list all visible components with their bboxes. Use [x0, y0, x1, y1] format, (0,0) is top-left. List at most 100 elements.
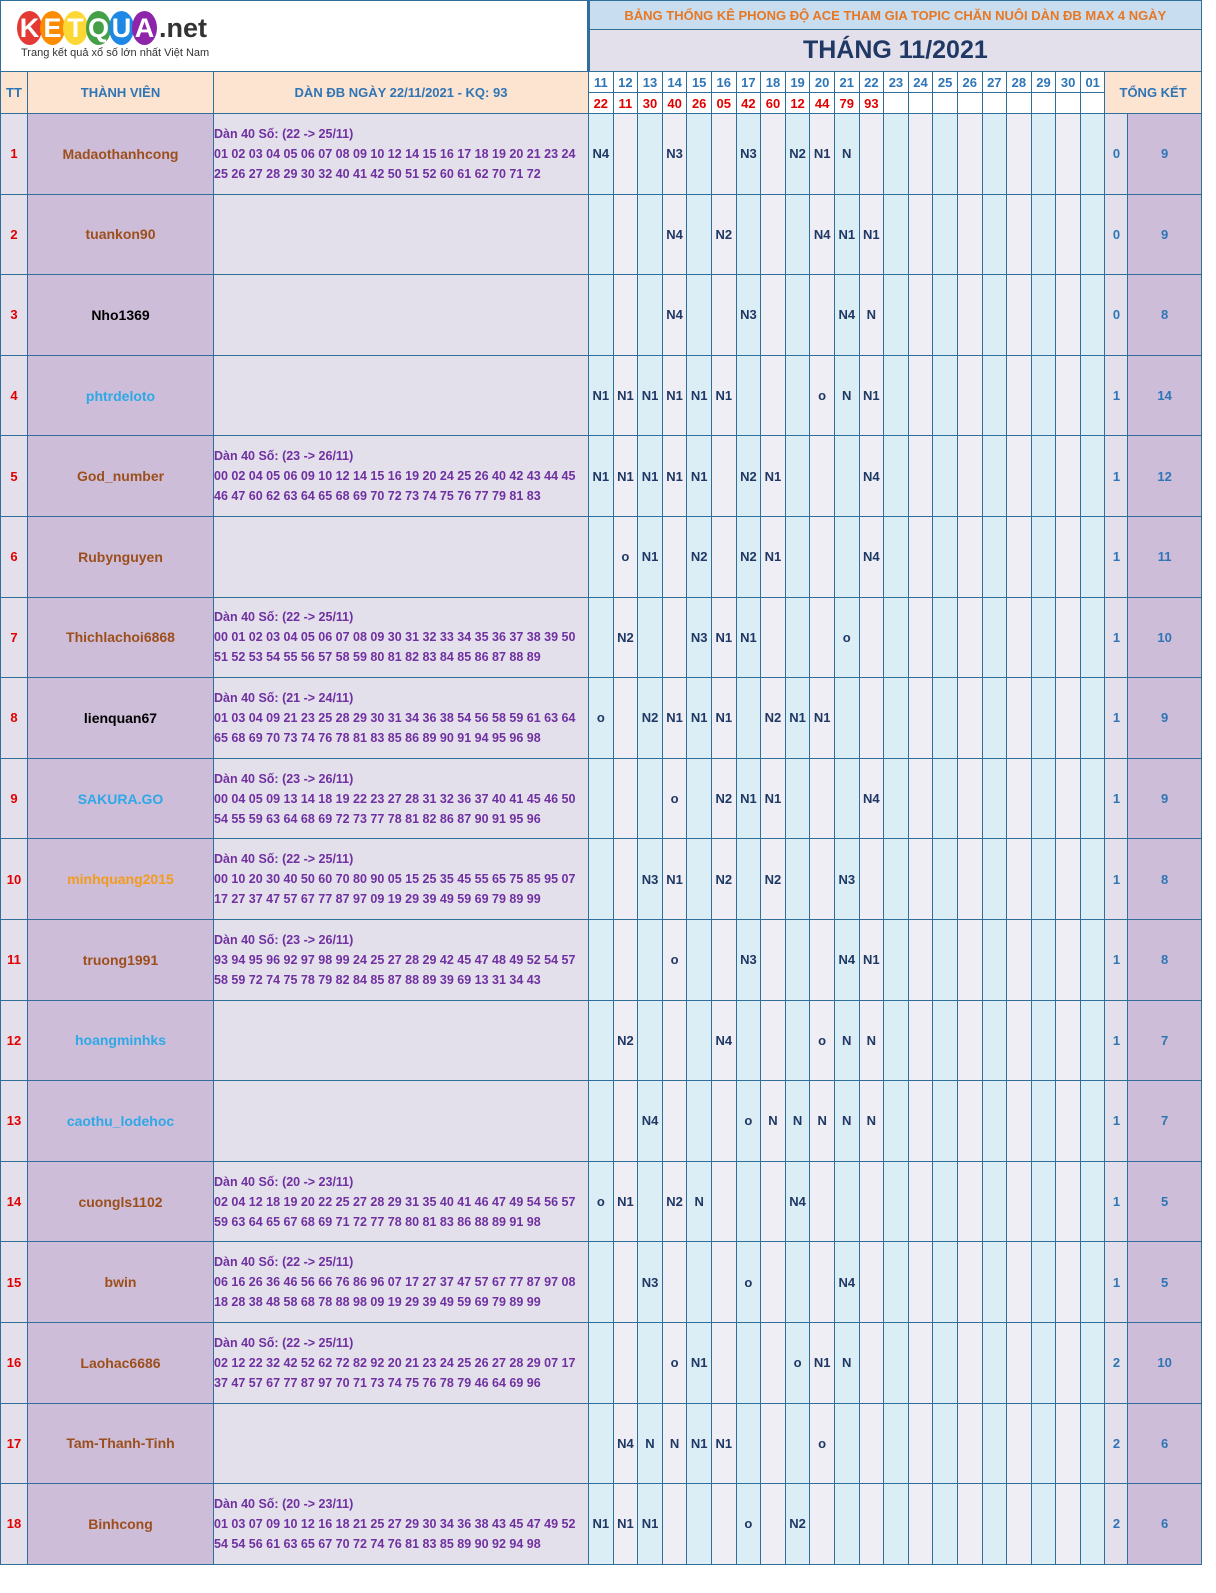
member-row: 18 Binhcong Dàn 40 Số: (20 -> 23/11) 01 03 …: [0, 1483, 1202, 1565]
summary-total: 14: [1127, 354, 1202, 437]
day-cell: [637, 274, 663, 356]
day-cell: N: [833, 354, 860, 437]
day-cell: [1030, 515, 1057, 598]
day-cell: [710, 1080, 737, 1162]
day-cell: [858, 1241, 885, 1323]
dan-cell: [212, 274, 590, 356]
day-cell: [1079, 757, 1106, 840]
dan-dan-title: Dàn 40 Số: (22 -> 25/11): [214, 852, 354, 867]
day-cell: N3: [735, 274, 762, 356]
day-cell: [1006, 435, 1032, 517]
day-cell: [637, 113, 663, 195]
day-cell: [1006, 918, 1032, 1001]
day-cell: [1055, 113, 1081, 195]
day-cell: [1006, 1402, 1032, 1485]
day-cell: [1055, 999, 1081, 1082]
day-cell: [932, 918, 958, 1001]
dan-dan-line1: 01 02 03 04 05 06 07 08 09 10 12 14 15 1…: [214, 146, 576, 161]
day-cell: [661, 1080, 688, 1162]
day-cell: [956, 1321, 983, 1404]
day-cell: [932, 1080, 958, 1162]
day-cell: N2: [784, 113, 811, 195]
day-result: 42: [735, 92, 762, 114]
day-cell: N: [760, 1080, 786, 1162]
member-name: minhquang2015: [27, 838, 214, 920]
day-cell: [1006, 1321, 1032, 1404]
member-name: Binhcong: [27, 1483, 214, 1565]
day-cell: [932, 354, 958, 437]
logo-suffix: .net: [159, 12, 208, 43]
day-cell: [784, 435, 811, 517]
logo[interactable]: K E T Q U A .net: [2, 2, 586, 48]
header-total: TỔNG KẾT: [1104, 71, 1202, 114]
member-row: 12 hoangminhks N2 N4 o N N 1 7: [0, 999, 1202, 1082]
day-header: 30: [1055, 71, 1081, 93]
day-cell: [760, 1160, 786, 1243]
day-cell: N3: [686, 596, 712, 679]
day-cell: N4: [637, 1080, 663, 1162]
day-cell: N1: [661, 677, 688, 759]
day-cell: o: [735, 1241, 762, 1323]
day-result: [981, 92, 1008, 114]
day-cell: [612, 1241, 639, 1323]
day-cell: N1: [710, 354, 737, 437]
day-cell: [735, 1160, 762, 1243]
day-result: [1079, 92, 1106, 114]
day-cell: [907, 838, 934, 920]
day-cell: [883, 435, 909, 517]
day-cell: N3: [735, 113, 762, 195]
day-cell: [1006, 193, 1032, 276]
day-cell: [760, 274, 786, 356]
summary-total: 5: [1127, 1160, 1202, 1243]
day-cell: N1: [710, 596, 737, 679]
member-row: 8 lienquan67 Dàn 40 Số: (21 -> 24/11) 01 03…: [0, 677, 1202, 759]
day-cell: [1079, 1321, 1106, 1404]
day-cell: [760, 354, 786, 437]
summary-total: 8: [1127, 838, 1202, 920]
summary-total: 8: [1127, 274, 1202, 356]
day-cell: [686, 838, 712, 920]
day-cell: [1030, 838, 1057, 920]
day-cell: [686, 999, 712, 1082]
day-cell: [1030, 999, 1057, 1082]
day-cell: [1030, 918, 1057, 1001]
day-cell: o: [588, 677, 614, 759]
summary-count: 1: [1104, 515, 1129, 598]
day-cell: [1030, 1241, 1057, 1323]
dan-dan-line2: 17 27 37 47 57 67 77 87 97 09 19 29 39 4…: [214, 892, 541, 907]
day-cell: [858, 1402, 885, 1485]
day-cell: N4: [661, 274, 688, 356]
day-cell: N: [809, 1080, 835, 1162]
day-cell: [981, 596, 1008, 679]
day-cell: [956, 113, 983, 195]
day-cell: N1: [710, 1402, 737, 1485]
day-cell: [710, 113, 737, 195]
member-name: tuankon90: [27, 193, 214, 276]
stats-table: K E T Q U A .net Trang kết quả xổ số lớn nhất V…: [0, 0, 1202, 1565]
day-cell: [1079, 596, 1106, 679]
day-result: 40: [661, 92, 688, 114]
day-cell: [588, 1402, 614, 1485]
summary-total: 10: [1127, 596, 1202, 679]
logo-letter: T: [63, 11, 88, 45]
day-result: [1055, 92, 1081, 114]
day-cell: [1079, 435, 1106, 517]
summary-total: 9: [1127, 193, 1202, 276]
day-cell: [907, 435, 934, 517]
member-row: 10 minhquang2015 Dàn 40 Số: (22 -> 25/11) 0…: [0, 838, 1202, 920]
day-result: 79: [833, 92, 860, 114]
day-cell: [735, 677, 762, 759]
day-cell: [956, 1160, 983, 1243]
day-cell: [637, 193, 663, 276]
day-result: [907, 92, 934, 114]
day-cell: N: [833, 113, 860, 195]
day-cell: [907, 113, 934, 195]
summary-count: 1: [1104, 435, 1129, 517]
member-name: phtrdeloto: [27, 354, 214, 437]
dan-dan-line1: 01 03 07 09 10 12 16 18 21 25 27 29 30 3…: [214, 1516, 576, 1531]
day-header: 27: [981, 71, 1008, 93]
dan-dan-line1: 02 12 22 32 42 52 62 72 82 92 20 21 23 2…: [214, 1355, 576, 1370]
dan-cell: [212, 1402, 590, 1485]
row-number: 12: [0, 999, 28, 1082]
day-header: 16: [710, 71, 737, 93]
